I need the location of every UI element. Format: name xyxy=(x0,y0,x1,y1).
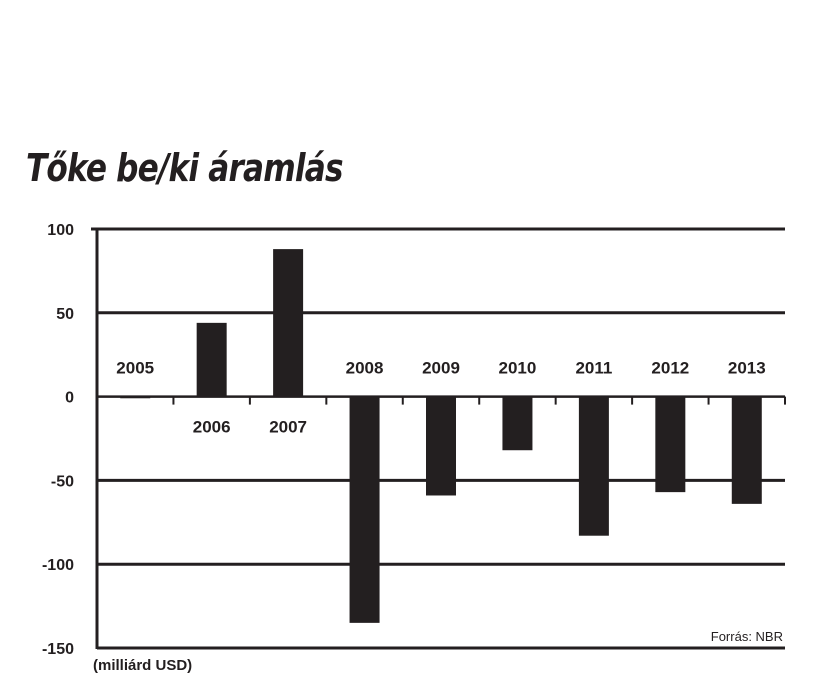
bar xyxy=(578,396,609,536)
y-tick-label: 0 xyxy=(65,390,74,407)
x-category-label: 2005 xyxy=(116,359,154,378)
bar xyxy=(349,396,380,623)
chart-title: Tőke be/ki áramlás xyxy=(26,146,344,190)
y-tick-label: -100 xyxy=(42,557,74,574)
bar xyxy=(196,322,227,397)
x-category-label: 2006 xyxy=(193,418,231,437)
x-category-label: 2013 xyxy=(728,359,766,378)
x-category-label: 2012 xyxy=(651,359,689,378)
y-tick-label: -50 xyxy=(51,473,74,490)
y-tick-label: 50 xyxy=(56,306,74,323)
x-category-label: 2008 xyxy=(346,359,384,378)
y-tick-label: -150 xyxy=(42,641,74,658)
labels: 100 50 0 -50 -100 -150 2005 2006 2007 2008 2009 201… xyxy=(42,222,766,658)
bar xyxy=(426,396,456,496)
y-axis-unit-label: (milliárd USD) xyxy=(93,657,192,674)
bar xyxy=(655,396,686,493)
y-tick-label: 100 xyxy=(47,222,74,239)
bar xyxy=(273,249,304,397)
bar xyxy=(731,396,762,504)
source-note: Forrás: NBR xyxy=(711,629,783,644)
x-category-label: 2007 xyxy=(269,418,307,437)
bars xyxy=(120,249,762,623)
x-category-label: 2011 xyxy=(575,359,612,378)
bar xyxy=(120,396,151,399)
bar xyxy=(502,396,533,451)
axes xyxy=(91,227,786,649)
x-category-label: 2009 xyxy=(422,359,460,378)
x-category-label: 2010 xyxy=(499,359,537,378)
